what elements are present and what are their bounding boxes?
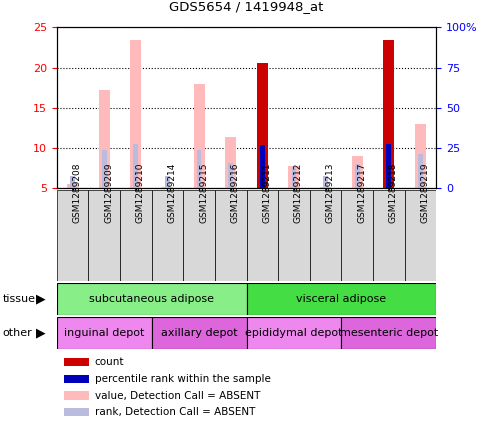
Bar <box>341 190 373 281</box>
Bar <box>102 150 106 188</box>
Text: value, Detection Call = ABSENT: value, Detection Call = ABSENT <box>95 390 260 401</box>
Text: inguinal depot: inguinal depot <box>64 328 144 338</box>
Text: subcutaneous adipose: subcutaneous adipose <box>89 294 214 304</box>
Text: visceral adipose: visceral adipose <box>296 294 387 304</box>
Bar <box>67 184 78 188</box>
Bar <box>57 283 246 315</box>
Bar <box>64 408 89 417</box>
Bar <box>64 374 89 383</box>
Bar <box>405 190 436 281</box>
Bar <box>257 63 268 188</box>
Text: GSM1289217: GSM1289217 <box>357 163 366 223</box>
Bar <box>320 187 331 188</box>
Bar <box>57 317 152 349</box>
Text: GSM1289215: GSM1289215 <box>199 163 208 223</box>
Bar <box>373 190 405 281</box>
Bar <box>323 176 328 188</box>
Bar <box>64 391 89 400</box>
Bar <box>120 190 152 281</box>
Text: count: count <box>95 357 124 367</box>
Text: GSM1289218: GSM1289218 <box>389 163 398 223</box>
Bar <box>288 166 299 188</box>
Text: GSM1289210: GSM1289210 <box>136 163 145 223</box>
Text: GSM1289209: GSM1289209 <box>104 163 113 223</box>
Text: GSM1289212: GSM1289212 <box>294 163 303 223</box>
Text: percentile rank within the sample: percentile rank within the sample <box>95 374 271 384</box>
Text: GSM1289213: GSM1289213 <box>325 163 335 223</box>
Bar <box>152 317 246 349</box>
Text: rank, Detection Call = ABSENT: rank, Detection Call = ABSENT <box>95 407 255 418</box>
Text: ▶: ▶ <box>35 327 45 340</box>
Bar <box>197 151 202 188</box>
Bar <box>228 162 233 188</box>
Text: GSM1289211: GSM1289211 <box>262 163 271 223</box>
Bar <box>310 190 341 281</box>
Bar <box>246 283 436 315</box>
Text: other: other <box>2 328 32 338</box>
Bar <box>99 90 109 188</box>
Bar <box>88 190 120 281</box>
Bar <box>387 144 391 188</box>
Bar <box>57 190 88 281</box>
Bar <box>418 154 423 188</box>
Bar <box>355 164 359 188</box>
Bar <box>246 190 278 281</box>
Bar <box>165 176 170 188</box>
Bar <box>246 317 341 349</box>
Bar <box>215 190 246 281</box>
Bar <box>64 357 89 366</box>
Text: GSM1289208: GSM1289208 <box>72 163 81 223</box>
Bar <box>134 144 138 188</box>
Text: mesenteric depot: mesenteric depot <box>340 328 438 338</box>
Bar <box>70 176 75 188</box>
Text: ▶: ▶ <box>35 293 45 306</box>
Text: GSM1289216: GSM1289216 <box>231 163 240 223</box>
Text: GSM1289214: GSM1289214 <box>168 163 176 223</box>
Text: tissue: tissue <box>2 294 35 304</box>
Text: GSM1289219: GSM1289219 <box>421 163 429 223</box>
Bar <box>352 156 363 188</box>
Bar <box>260 145 265 188</box>
Bar <box>278 190 310 281</box>
Bar <box>194 84 205 188</box>
Bar <box>384 40 394 188</box>
Bar <box>225 137 236 188</box>
Text: epididymal depot: epididymal depot <box>245 328 343 338</box>
Bar <box>291 168 296 188</box>
Bar <box>341 317 436 349</box>
Bar <box>415 124 426 188</box>
Text: axillary depot: axillary depot <box>161 328 237 338</box>
Bar <box>130 40 141 188</box>
Bar <box>162 187 173 188</box>
Text: GDS5654 / 1419948_at: GDS5654 / 1419948_at <box>169 0 324 13</box>
Bar <box>183 190 215 281</box>
Bar <box>152 190 183 281</box>
